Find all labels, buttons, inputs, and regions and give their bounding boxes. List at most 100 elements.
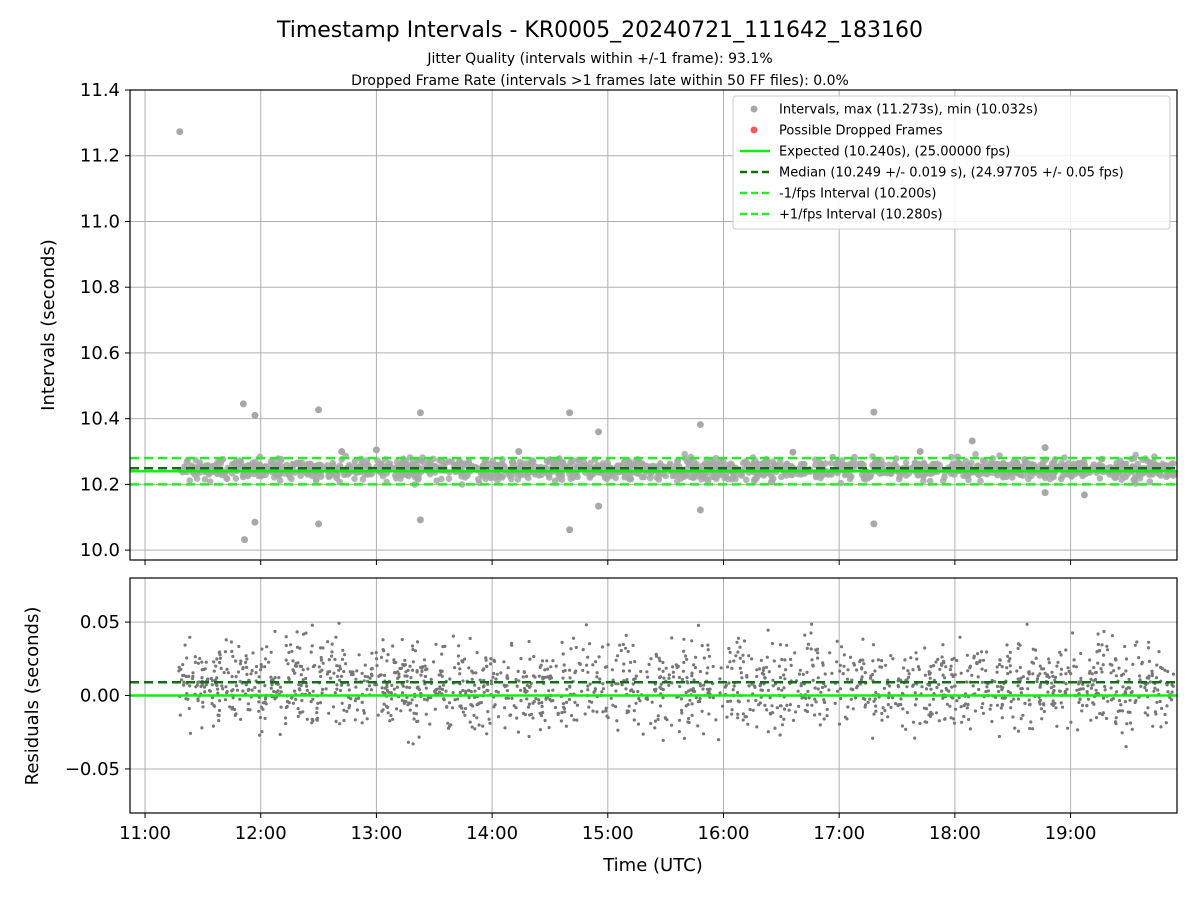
residual-point [1080, 703, 1085, 708]
y-tick-label: 0.05 [80, 612, 120, 633]
residual-point [871, 736, 875, 740]
residual-point [918, 721, 922, 726]
residual-point [924, 707, 929, 711]
interval-point [386, 460, 394, 467]
residual-point [201, 700, 205, 705]
residual-point [263, 716, 267, 721]
residual-point [622, 662, 626, 666]
residual-point [413, 649, 418, 653]
residual-point [490, 682, 494, 686]
residual-point [889, 654, 893, 658]
residual-point [980, 667, 984, 671]
residual-point [463, 657, 467, 661]
residual-point [861, 696, 866, 701]
residual-point [496, 690, 500, 694]
residual-point [855, 684, 860, 688]
residual-point [1042, 702, 1046, 706]
residual-point [1124, 687, 1128, 691]
residual-point [254, 671, 258, 675]
residual-point [1020, 687, 1024, 691]
interval-outlier-point [870, 408, 878, 416]
residual-point [700, 644, 704, 648]
residual-point [461, 660, 465, 664]
interval-point [232, 475, 240, 482]
residual-point [1069, 720, 1073, 724]
residual-point [1064, 672, 1068, 676]
residual-point [230, 649, 234, 654]
residual-point [740, 676, 744, 680]
residual-point [586, 655, 590, 659]
residual-point [1038, 664, 1042, 668]
residual-point [907, 672, 911, 676]
residual-point [369, 672, 374, 676]
interval-point [186, 477, 193, 484]
residual-point [766, 688, 771, 693]
residual-point [677, 730, 682, 734]
residual-point [525, 683, 530, 688]
interval-point [1008, 474, 1016, 481]
residual-point [1015, 669, 1019, 673]
residual-point [338, 688, 343, 693]
interval-point [911, 459, 919, 467]
residual-point [1163, 668, 1167, 672]
residual-point [1143, 711, 1147, 715]
interval-point [603, 475, 611, 483]
residual-point [473, 683, 477, 687]
residual-point [701, 687, 705, 691]
residual-point [741, 660, 746, 664]
residual-point [234, 659, 238, 663]
residual-point [732, 684, 736, 688]
residual-point [286, 699, 290, 703]
residual-point [320, 691, 324, 695]
residual-point [801, 672, 805, 677]
residual-point [1140, 660, 1144, 664]
residual-point [747, 654, 751, 658]
residual-point [269, 686, 273, 690]
residual-point [294, 697, 298, 702]
residual-point [862, 662, 866, 666]
residual-point [420, 669, 424, 674]
residual-point [215, 683, 219, 688]
residual-point [306, 667, 310, 671]
residual-point [818, 723, 822, 727]
residual-point [1008, 691, 1012, 695]
residual-point [754, 698, 758, 703]
residual-point [363, 663, 367, 667]
interval-outlier-point [870, 520, 878, 528]
residual-point [797, 672, 802, 676]
residual-point [218, 656, 222, 660]
interval-point [445, 475, 453, 483]
residual-point [346, 683, 350, 687]
residual-point [182, 680, 186, 684]
residual-point [1120, 731, 1124, 735]
residual-point [1078, 697, 1082, 702]
residual-point [923, 720, 927, 724]
residual-point [568, 676, 572, 680]
residual-point [468, 720, 472, 724]
residual-point [234, 675, 238, 679]
residual-point [838, 687, 843, 691]
residual-point [304, 676, 308, 681]
residual-point [230, 689, 234, 693]
residual-point [913, 736, 917, 740]
residual-point [685, 676, 689, 680]
residual-point [999, 706, 1003, 710]
residual-point [559, 719, 564, 723]
residual-point [510, 696, 514, 701]
residual-point [222, 671, 226, 675]
residual-point [860, 675, 864, 679]
residual-point [940, 689, 944, 693]
residual-point [311, 697, 315, 701]
residual-point [914, 697, 919, 701]
legend-label: +1/fps Interval (10.280s) [779, 208, 943, 223]
residual-point [705, 671, 709, 675]
residual-point [764, 665, 769, 669]
residual-point [1158, 699, 1162, 704]
residual-point [915, 657, 919, 661]
residual-point [913, 691, 917, 695]
legend-label: Median (10.249 +/- 0.019 s), (24.97705 +… [779, 166, 1124, 181]
residual-point [469, 703, 473, 707]
residual-point [839, 697, 843, 701]
residual-point [188, 684, 192, 688]
residual-point [739, 671, 743, 675]
